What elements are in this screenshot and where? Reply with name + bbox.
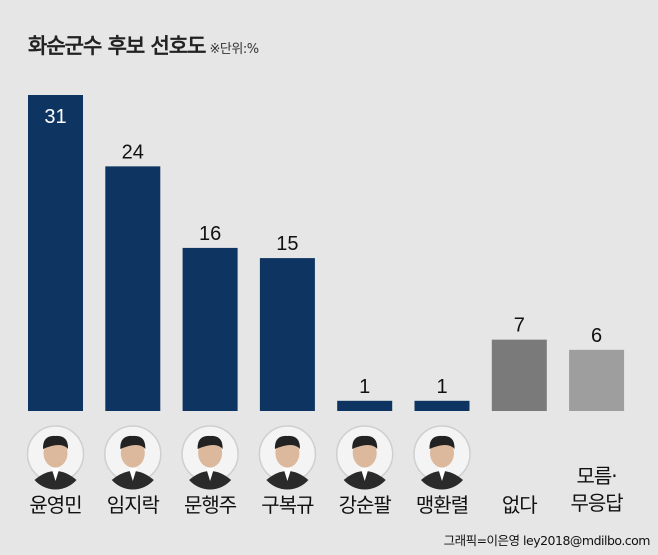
category-label-3: 문행주 <box>184 493 237 517</box>
bar-8 <box>569 349 625 411</box>
graphic-credit: 그래픽=이은영 ley2018@mdilbo.com <box>443 533 651 548</box>
bar-group-6: 1 맹환렬 <box>413 376 471 517</box>
category-label-4: 구복규 <box>261 493 314 517</box>
bar-group-3: 16 문행주 <box>181 223 239 517</box>
bar-group-1: 31 윤영민 <box>26 95 85 517</box>
category-label-7: 없다 <box>502 493 537 517</box>
category-label-2: 임지락 <box>107 493 160 517</box>
bar-7 <box>491 339 547 411</box>
value-label-4: 15 <box>276 233 298 255</box>
value-label-2: 24 <box>122 141 144 163</box>
bar-4 <box>259 258 315 411</box>
category-label-6: 맹환렬 <box>416 493 468 517</box>
portrait-hair <box>42 435 69 449</box>
portrait-shirt <box>438 468 446 481</box>
portrait-hair <box>352 435 378 449</box>
value-label-6: 1 <box>436 376 447 398</box>
unit-note: ※단위:% <box>209 42 260 57</box>
value-label-3: 16 <box>199 223 221 245</box>
portrait-shirt <box>283 468 292 481</box>
bar-group-5: 1 강순팔 <box>335 376 394 517</box>
value-label-5: 1 <box>359 376 370 398</box>
portrait-hair <box>429 435 455 449</box>
portrait-hair <box>197 435 223 449</box>
bar-2 <box>105 166 161 411</box>
value-label-7: 7 <box>514 315 525 337</box>
bar-6 <box>414 400 470 411</box>
chart-title: 화순군수 후보 선호도 ※단위:% <box>28 30 259 60</box>
category-label-1: 윤영민 <box>29 493 81 517</box>
bar-group-7: 7 없다 <box>491 315 547 517</box>
chart-title-text: 화순군수 후보 선호도 <box>28 34 207 58</box>
bar-3 <box>182 247 238 411</box>
category-label-8-line-1: 모름· <box>577 464 617 488</box>
portrait-shirt <box>360 468 369 481</box>
portrait-shirt <box>51 468 60 481</box>
value-label-8: 6 <box>591 325 602 347</box>
bar-1 <box>28 95 83 411</box>
value-label-1: 31 <box>44 106 66 128</box>
portrait-hair <box>274 435 300 449</box>
bar-group-2: 24 임지락 <box>104 141 162 517</box>
bar-5 <box>337 400 393 411</box>
category-label-8-line-2: 무응답 <box>570 491 623 515</box>
portrait-shirt <box>206 468 215 481</box>
portrait-hair <box>120 435 146 449</box>
portrait-shirt <box>128 468 137 481</box>
bar-group-4: 15 구복규 <box>258 233 317 517</box>
bar-group-8: 6 모름· 무응답 <box>569 325 624 515</box>
category-label-5: 강순팔 <box>339 493 392 517</box>
